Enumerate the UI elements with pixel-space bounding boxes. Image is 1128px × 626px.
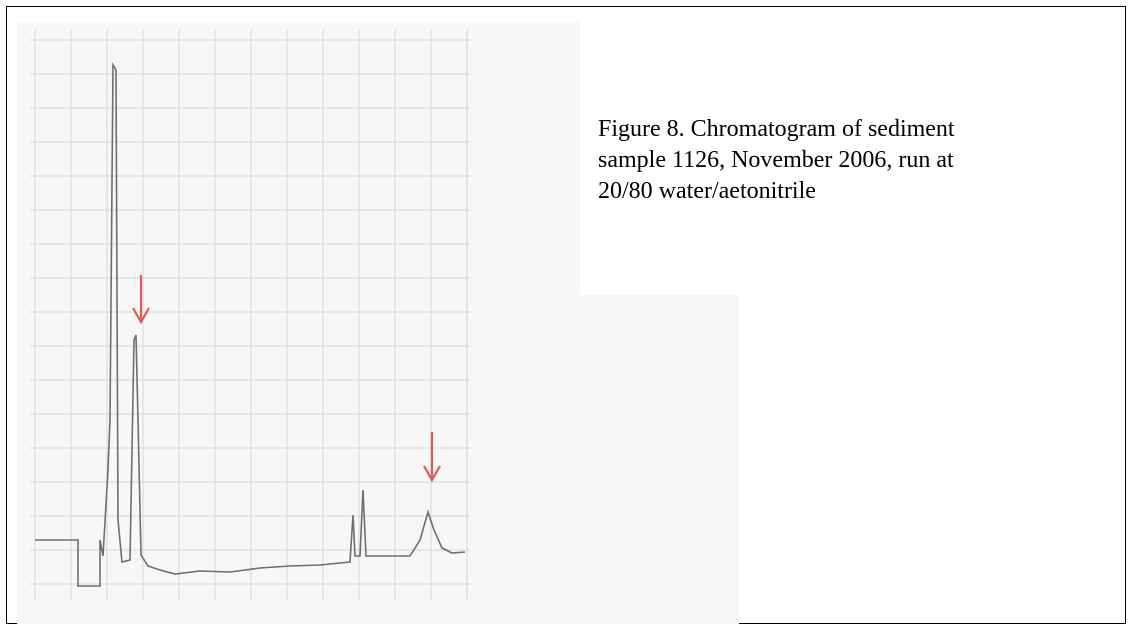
caption-line: 20/80 water/aetonitrile xyxy=(598,178,816,204)
peak-arrows xyxy=(132,275,441,483)
chart-paper-grid xyxy=(30,30,470,600)
caption-backdrop xyxy=(580,22,740,295)
chromatogram-trace xyxy=(35,62,466,587)
caption-line: sample 1126, November 2006, run at xyxy=(598,147,954,173)
caption-line: Figure 8. Chromatogram of sediment xyxy=(598,116,955,142)
figure-caption: Figure 8. Chromatogram of sediment sampl… xyxy=(598,114,955,207)
